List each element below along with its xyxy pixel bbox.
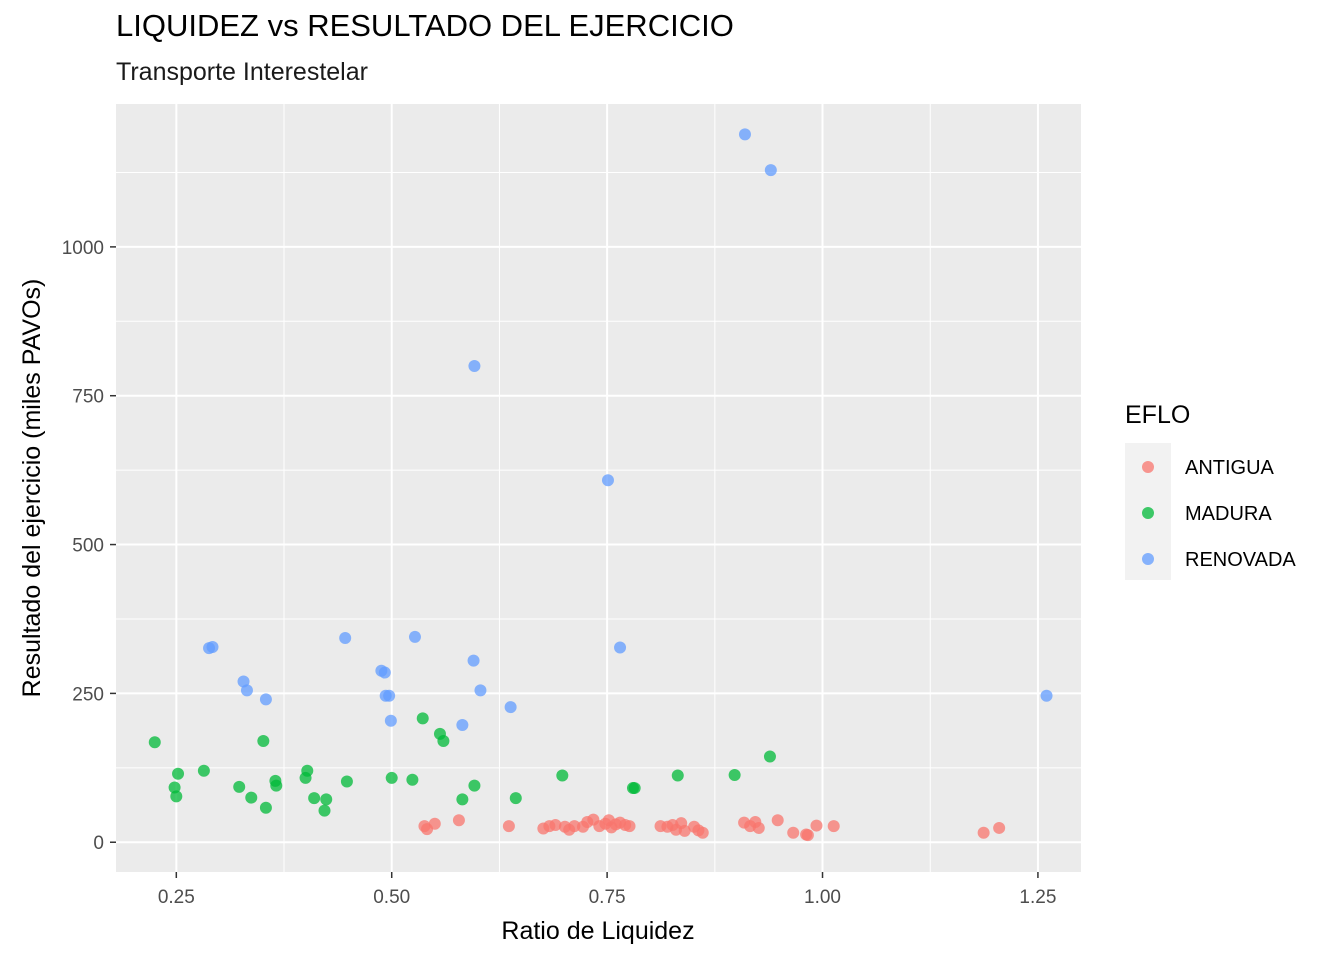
y-tick-label: 1000 xyxy=(62,238,104,259)
y-axis-title: Resultado del ejercicio (miles PAVOs) xyxy=(18,279,46,698)
data-point-madura xyxy=(168,781,181,794)
data-point-antigua xyxy=(696,826,709,839)
data-point-antigua xyxy=(993,821,1006,834)
data-point-renovada xyxy=(614,641,627,654)
data-point-renovada xyxy=(383,689,396,702)
data-point-madura xyxy=(257,735,270,748)
x-axis-title: Ratio de Liquidez xyxy=(501,917,694,945)
data-point-antigua xyxy=(623,820,636,833)
data-point-madura xyxy=(233,780,246,793)
legend-title: EFLO xyxy=(1125,401,1190,429)
data-points xyxy=(148,128,1053,842)
data-point-madura xyxy=(728,768,741,781)
data-point-renovada xyxy=(504,701,517,714)
data-point-renovada xyxy=(764,164,777,177)
data-point-madura xyxy=(406,773,419,786)
x-tick-label: 0.75 xyxy=(589,887,626,908)
data-point-renovada xyxy=(408,630,421,643)
data-point-antigua xyxy=(752,821,765,834)
y-tick-label: 750 xyxy=(72,387,104,408)
data-point-renovada xyxy=(468,359,481,372)
data-point-antigua xyxy=(678,824,691,837)
data-point-madura xyxy=(320,793,333,806)
data-point-renovada xyxy=(339,632,352,645)
y-tick-label: 500 xyxy=(72,536,104,557)
data-point-renovada xyxy=(474,684,487,697)
data-point-madura xyxy=(556,769,569,782)
data-point-antigua xyxy=(568,820,581,833)
data-point-antigua xyxy=(452,814,465,827)
data-point-renovada xyxy=(378,666,391,679)
data-point-renovada xyxy=(738,128,751,141)
legend-key-antigua xyxy=(1142,461,1154,473)
data-point-antigua xyxy=(549,818,562,831)
data-point-antigua xyxy=(787,826,800,839)
data-point-antigua xyxy=(771,814,784,827)
data-point-renovada xyxy=(240,684,253,697)
data-point-madura xyxy=(245,791,258,804)
data-point-renovada xyxy=(601,474,614,487)
data-point-madura xyxy=(308,792,321,805)
data-point-madura xyxy=(197,764,210,777)
x-tick-label: 1.25 xyxy=(1019,887,1056,908)
legend-key-madura xyxy=(1142,507,1154,519)
data-point-madura xyxy=(172,767,185,780)
data-point-renovada xyxy=(456,718,469,731)
data-point-madura xyxy=(509,792,522,805)
y-axis: 0 250 500 750 1000 xyxy=(62,238,116,854)
data-point-madura xyxy=(340,775,353,788)
chart-subtitle: Transporte Interestelar xyxy=(116,58,368,86)
legend-label-renovada: RENOVADA xyxy=(1185,549,1296,571)
data-point-madura xyxy=(318,804,331,817)
data-point-madura xyxy=(671,769,684,782)
minor-gridlines xyxy=(116,104,1081,872)
major-gridlines xyxy=(116,104,1081,872)
x-axis: 0.25 0.50 0.75 1.00 1.25 xyxy=(158,872,1056,908)
data-point-madura xyxy=(456,793,469,806)
data-point-madura xyxy=(385,771,398,784)
data-point-madura xyxy=(148,736,161,749)
data-point-madura xyxy=(416,712,429,725)
data-point-renovada xyxy=(1040,689,1053,702)
data-point-madura xyxy=(270,779,283,792)
data-point-renovada xyxy=(384,714,397,727)
data-point-madura xyxy=(301,764,314,777)
y-tick-label: 250 xyxy=(72,684,104,705)
legend-key-renovada xyxy=(1142,553,1154,565)
data-point-madura xyxy=(437,735,450,748)
data-point-madura xyxy=(468,779,481,792)
chart-title: LIQUIDEZ vs RESULTADO DEL EJERCICIO xyxy=(116,8,734,43)
data-point-antigua xyxy=(801,829,814,842)
y-tick-label: 0 xyxy=(93,833,104,854)
data-point-antigua xyxy=(810,819,823,832)
data-point-antigua xyxy=(502,820,515,833)
x-tick-label: 0.25 xyxy=(158,887,195,908)
data-point-antigua xyxy=(428,817,441,830)
data-point-renovada xyxy=(467,654,480,667)
legend-items: ANTIGUA MADURA RENOVADA xyxy=(1142,457,1296,571)
data-point-antigua xyxy=(827,820,840,833)
data-point-antigua xyxy=(977,826,990,839)
legend-label-madura: MADURA xyxy=(1185,503,1272,525)
x-tick-label: 1.00 xyxy=(804,887,841,908)
data-point-madura xyxy=(170,790,183,803)
data-point-madura xyxy=(259,801,272,814)
x-tick-label: 0.50 xyxy=(373,887,410,908)
plot-panel xyxy=(116,104,1081,872)
legend-label-antigua: ANTIGUA xyxy=(1185,457,1275,479)
data-point-renovada xyxy=(206,640,219,653)
legend: EFLO ANTIGUA MADURA RENOVADA xyxy=(1125,401,1296,580)
data-point-madura xyxy=(763,750,776,763)
data-point-madura xyxy=(628,782,641,795)
data-point-renovada xyxy=(259,693,272,706)
